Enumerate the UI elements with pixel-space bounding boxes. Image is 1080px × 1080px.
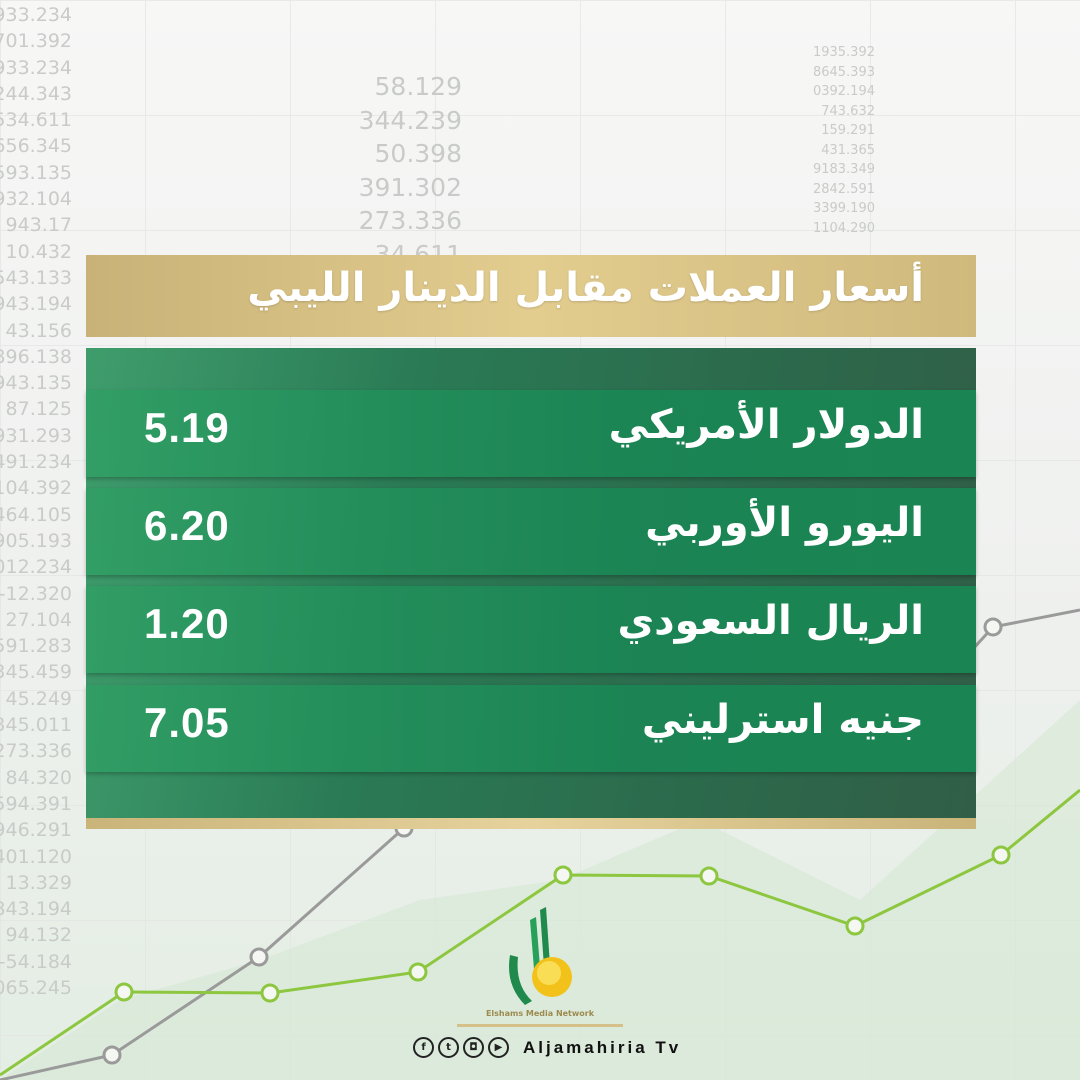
background-number: 43.156: [5, 319, 72, 342]
instagram-icon[interactable]: ◘: [463, 1037, 484, 1058]
chart-point: [553, 865, 573, 885]
page-title: أسعار العملات مقابل الدينار الليبي: [247, 265, 924, 311]
facebook-icon[interactable]: f: [413, 1037, 434, 1058]
background-number: 87.125: [5, 398, 72, 421]
background-number: 896.138: [0, 345, 72, 368]
background-number: 931.293: [0, 424, 72, 447]
social-bar: f t ◘ ▶ Aljamahiria Tv: [413, 1037, 681, 1058]
rate-row-gbp: جنيه استرليني 7.05: [86, 685, 976, 772]
background-number: 593.135: [0, 161, 72, 184]
background-number: 58.129: [374, 72, 462, 101]
background-number: 344.239: [358, 105, 462, 135]
background-number: 104.392: [0, 477, 72, 500]
background-number: 273.336: [358, 206, 462, 235]
background-number: 159.291: [821, 123, 875, 138]
twitter-icon[interactable]: t: [438, 1037, 459, 1058]
background-number: 933.234: [0, 4, 72, 26]
background-number: 933.234: [0, 56, 72, 79]
chart-point: [260, 983, 280, 1003]
background-number: -54.184: [0, 950, 72, 973]
chart-point: [114, 982, 134, 1002]
background-number: 0392.194: [812, 84, 875, 99]
background-number: 50.398: [374, 139, 462, 168]
background-number: 012.234: [0, 556, 72, 579]
currency-name: الريال السعودي: [617, 598, 924, 644]
background-number: 244.343: [0, 82, 72, 105]
background-number: 391.302: [358, 172, 462, 202]
background-number: 843.194: [0, 898, 72, 921]
rate-row-sar: الريال السعودي 1.20: [86, 586, 976, 673]
chart-point: [102, 1045, 122, 1065]
channel-logo: [509, 907, 572, 1005]
background-number: -12.320: [0, 582, 72, 605]
background-number: 656.345: [0, 135, 72, 158]
background-number: 273.336: [0, 740, 72, 763]
background-number: 534.611: [0, 109, 72, 132]
background-number: 345.011: [0, 714, 72, 737]
background-number: 932.104: [0, 188, 72, 211]
background-number: 1935.392: [812, 45, 875, 60]
rate-row-usd: الدولار الأمريكي 5.19: [86, 390, 976, 477]
background-number: 9183.349: [812, 162, 875, 177]
background-number: 543.133: [0, 266, 72, 289]
rate-row-eur: اليورو الأوربي 6.20: [86, 488, 976, 575]
chart-point: [983, 617, 1003, 637]
background-number: 1104.290: [812, 220, 875, 236]
currency-value: 5.19: [144, 404, 230, 451]
currency-value: 1.20: [144, 600, 230, 647]
background-number: 594.391: [0, 792, 72, 815]
background-number: 94.132: [5, 924, 72, 947]
currency-name: اليورو الأوربي: [645, 500, 924, 546]
chart-point: [991, 845, 1011, 865]
divider: [457, 1024, 623, 1027]
background-number: 3399.190: [812, 201, 875, 216]
background-number: 10.432: [5, 240, 72, 263]
background-number: 2842.591: [812, 181, 875, 197]
background-number: 345.459: [0, 661, 72, 684]
background-number: 065.245: [0, 976, 72, 999]
youtube-icon[interactable]: ▶: [488, 1037, 509, 1058]
background-numbers-right: 1935.392 8645.393 0392.194 743.632 159.291 43…: [770, 43, 875, 238]
title-banner: أسعار العملات مقابل الدينار الليبي: [86, 255, 976, 337]
background-number: 84.320: [5, 766, 72, 789]
gold-strip: [86, 818, 976, 829]
brand-name: Aljamahiria Tv: [523, 1037, 682, 1057]
background-number: 491.234: [0, 451, 72, 474]
currency-value: 6.20: [144, 502, 230, 549]
background-number: 45.249: [5, 687, 72, 710]
background-number: 27.104: [5, 608, 72, 631]
network-name: Elshams Media Network: [485, 1009, 595, 1018]
background-number: 401.120: [0, 845, 72, 868]
chart-point: [408, 962, 428, 982]
background-numbers-middle: 58.129 344.239 50.398 391.302 273.336 34.611: [330, 70, 462, 271]
background-number: 8645.393: [812, 64, 875, 80]
background-number: 431.365: [821, 142, 875, 158]
currency-name: جنيه استرليني: [641, 697, 924, 743]
background-number: 464.105: [0, 503, 72, 526]
background-numbers-left: 933.234 701.392 933.234 244.343 534.611 656.3…: [0, 2, 72, 1001]
background-number: 943.17: [5, 214, 72, 237]
background-number: 591.283: [0, 635, 72, 658]
background-number: 943.194: [0, 293, 72, 316]
background-number: 13.329: [5, 871, 72, 894]
background-number: 701.392: [0, 30, 72, 53]
currency-name: الدولار الأمريكي: [608, 402, 924, 448]
chart-point: [249, 947, 269, 967]
chart-point: [845, 916, 865, 936]
background-number: 905.193: [0, 529, 72, 552]
currency-value: 7.05: [144, 699, 230, 746]
background-number: 946.291: [0, 819, 72, 842]
chart-point: [699, 866, 719, 886]
background-number: 743.632: [821, 103, 875, 119]
background-number: 943.135: [0, 372, 72, 395]
